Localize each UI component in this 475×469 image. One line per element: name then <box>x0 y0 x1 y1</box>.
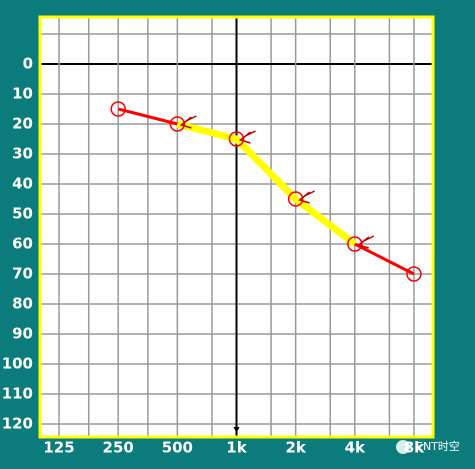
x-tick-label: 1k <box>226 439 247 457</box>
point-marker <box>357 235 375 249</box>
point-marker <box>169 116 186 132</box>
y-tick-label: 10 <box>12 85 33 103</box>
marks <box>110 101 422 282</box>
y-tick-label: 100 <box>2 355 33 373</box>
y-tick-label: 30 <box>12 145 33 163</box>
y-tick-label: 120 <box>2 415 33 433</box>
point-marker <box>179 115 197 129</box>
watermark-icon <box>396 440 410 454</box>
axis-arrow <box>233 427 240 433</box>
y-tick-label: 80 <box>12 295 33 313</box>
x-tick-label: 4k <box>345 439 366 457</box>
point-marker <box>110 101 126 117</box>
point-marker <box>228 131 245 147</box>
x-tick-label: 2k <box>285 439 306 457</box>
watermark: ENT时空 <box>416 439 460 453</box>
y-tick-label: 60 <box>12 235 33 253</box>
point-marker <box>406 266 422 282</box>
y-tick-label: 20 <box>12 115 33 133</box>
x-tick-label: 125 <box>43 439 74 457</box>
y-tick-label: 110 <box>2 385 33 403</box>
point-marker <box>347 236 363 252</box>
plot-border <box>38 15 435 439</box>
x-tick-label: 500 <box>162 439 193 457</box>
y-tick-label: 0 <box>23 55 33 73</box>
point-marker <box>238 130 256 144</box>
y-tick-label: 50 <box>12 205 33 223</box>
y-tick-label: 90 <box>12 325 33 343</box>
y-tick-label: 70 <box>12 265 33 283</box>
y-tick-label: 40 <box>12 175 33 193</box>
point-marker <box>287 191 304 207</box>
x-tick-label: 8k <box>404 439 425 457</box>
series-line <box>176 120 357 247</box>
x-tick-label: 250 <box>103 439 134 457</box>
point-marker <box>298 190 315 204</box>
grid <box>40 17 433 437</box>
